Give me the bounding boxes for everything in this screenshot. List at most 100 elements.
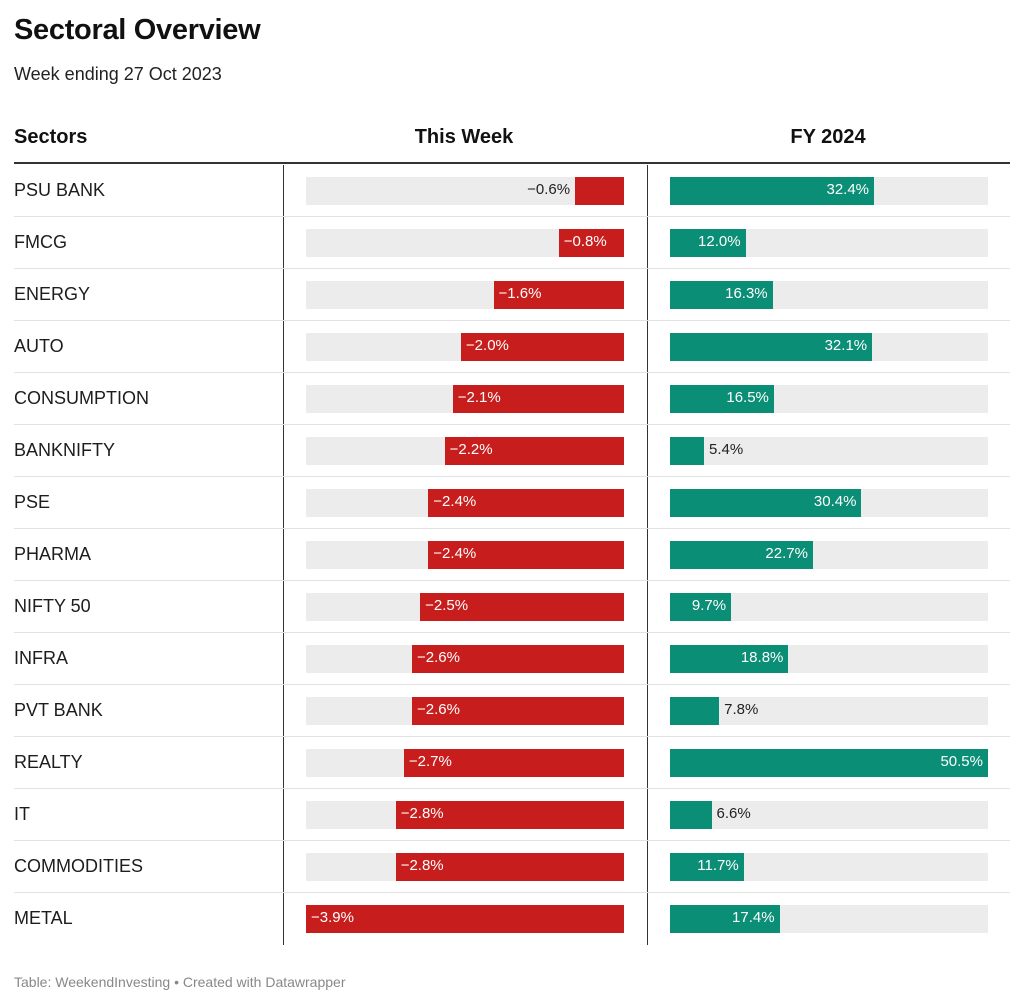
sector-label: IT — [14, 804, 30, 824]
week-value-label: −2.2% — [449, 441, 493, 458]
week-bar — [493, 281, 624, 309]
table-row: PSU BANK −0.6% 32.4% — [14, 165, 1010, 217]
week-bar — [403, 749, 624, 777]
week-value-label: −2.4% — [433, 545, 477, 562]
fy-bar-track: 12.0% — [670, 229, 988, 257]
fy-bar-track: 5.4% — [670, 437, 988, 465]
sector-label: PSU BANK — [14, 180, 106, 200]
sector-label: REALTY — [14, 752, 83, 772]
fy-bar — [670, 697, 720, 725]
week-bar-track: −2.4% — [306, 489, 624, 517]
table-row: INFRA −2.6% 18.8% — [14, 633, 1010, 685]
week-value-label: −2.4% — [433, 493, 477, 510]
fy-value-label: 12.0% — [698, 233, 741, 250]
week-value-label: −2.7% — [408, 753, 452, 770]
sector-label: BANKNIFTY — [14, 440, 116, 460]
table-row: ENERGY −1.6% 16.3% — [14, 269, 1010, 321]
fy-bar-track: 32.1% — [670, 333, 988, 361]
sector-label: PSE — [14, 492, 51, 512]
sector-label: PVT BANK — [14, 700, 103, 720]
week-bar — [575, 177, 624, 205]
week-value-label: −2.5% — [425, 597, 469, 614]
fy-bar-track: 6.6% — [670, 801, 988, 829]
sector-table: PSU BANK −0.6% 32.4% FMCG −0.8% 12.0% ENERGY −1… — [14, 165, 1010, 945]
week-bar-track: −1.6% — [306, 281, 624, 309]
week-bar-track: −2.2% — [306, 437, 624, 465]
week-bar — [395, 853, 624, 881]
week-bar — [452, 385, 624, 413]
table-row: BANKNIFTY −2.2% 5.4% — [14, 425, 1010, 477]
week-bar-track: −2.1% — [306, 385, 624, 413]
chart-title: Sectoral Overview — [14, 14, 261, 46]
week-bar-track: −0.6% — [306, 177, 624, 205]
week-value-label: −0.6% — [527, 181, 571, 198]
week-bar — [395, 801, 624, 829]
fy-value-label: 6.6% — [716, 805, 751, 822]
fy-value-label: 16.3% — [725, 285, 768, 302]
week-value-label: −1.6% — [498, 285, 542, 302]
fy-bar-track: 11.7% — [670, 853, 988, 881]
week-bar-track: −3.9% — [306, 905, 624, 933]
fy-bar — [670, 853, 744, 881]
column-divider-fy — [647, 165, 648, 945]
fy-bar — [670, 333, 873, 361]
week-value-label: −3.9% — [311, 909, 354, 926]
week-value-label: −2.8% — [400, 805, 444, 822]
table-row: IT −2.8% 6.6% — [14, 789, 1010, 841]
fy-bar-track: 30.4% — [670, 489, 988, 517]
table-row: PVT BANK −2.6% 7.8% — [14, 685, 1010, 737]
week-bar — [444, 437, 624, 465]
week-bar-track: −2.8% — [306, 853, 624, 881]
sector-label: ENERGY — [14, 284, 91, 304]
week-bar-track: −2.7% — [306, 749, 624, 777]
column-header-fy: FY 2024 — [790, 126, 866, 148]
week-value-label: −2.0% — [465, 337, 509, 354]
week-bar — [428, 541, 624, 569]
fy-bar-track: 9.7% — [670, 593, 988, 621]
week-bar-track: −2.8% — [306, 801, 624, 829]
fy-value-label: 50.5% — [940, 753, 983, 770]
fy-bar-track: 16.3% — [670, 281, 988, 309]
fy-bar — [670, 749, 988, 777]
week-value-label: −2.8% — [400, 857, 444, 874]
sector-label: CONSUMPTION — [14, 388, 149, 408]
fy-value-label: 11.7% — [697, 857, 739, 874]
sector-label: AUTO — [14, 336, 64, 356]
week-value-label: −2.1% — [457, 389, 501, 406]
table-row: CONSUMPTION −2.1% 16.5% — [14, 373, 1010, 425]
column-header-this-week: This Week — [414, 126, 514, 148]
fy-bar-track: 32.4% — [670, 177, 988, 205]
fy-value-label: 16.5% — [726, 389, 769, 406]
week-bar — [412, 645, 624, 673]
fy-value-label: 32.1% — [824, 337, 868, 354]
fy-bar — [670, 801, 712, 829]
week-bar — [428, 489, 624, 517]
fy-bar — [670, 645, 789, 673]
fy-value-label: 17.4% — [732, 909, 775, 926]
fy-bar — [670, 593, 732, 621]
table-row: PHARMA −2.4% 22.7% — [14, 529, 1010, 581]
chart-subtitle: Week ending 27 Oct 2023 — [14, 64, 222, 84]
fy-bar-track: 7.8% — [670, 697, 988, 725]
fy-value-label: 22.7% — [765, 545, 808, 562]
week-bar — [558, 229, 624, 257]
column-divider-week — [283, 165, 284, 945]
fy-bar-track: 17.4% — [670, 905, 988, 933]
table-row: NIFTY 50 −2.5% 9.7% — [14, 581, 1010, 633]
table-row: COMMODITIES −2.8% 11.7% — [14, 841, 1010, 893]
fy-value-label: 7.8% — [724, 701, 759, 718]
fy-value-label: 30.4% — [813, 493, 857, 510]
week-bar-track: −2.6% — [306, 645, 624, 673]
fy-bar — [670, 905, 780, 933]
week-value-label: −2.6% — [417, 649, 460, 666]
week-bar — [412, 697, 624, 725]
fy-bar — [670, 177, 875, 205]
fy-bar-track: 16.5% — [670, 385, 988, 413]
source-footer: Table: WeekendInvesting • Created with D… — [14, 974, 346, 990]
fy-value-label: 9.7% — [691, 597, 727, 614]
fy-bar — [670, 385, 774, 413]
fy-value-label: 32.4% — [826, 181, 870, 198]
week-bar-track: −2.6% — [306, 697, 624, 725]
fy-bar-track: 18.8% — [670, 645, 988, 673]
sector-label: NIFTY 50 — [14, 596, 91, 616]
